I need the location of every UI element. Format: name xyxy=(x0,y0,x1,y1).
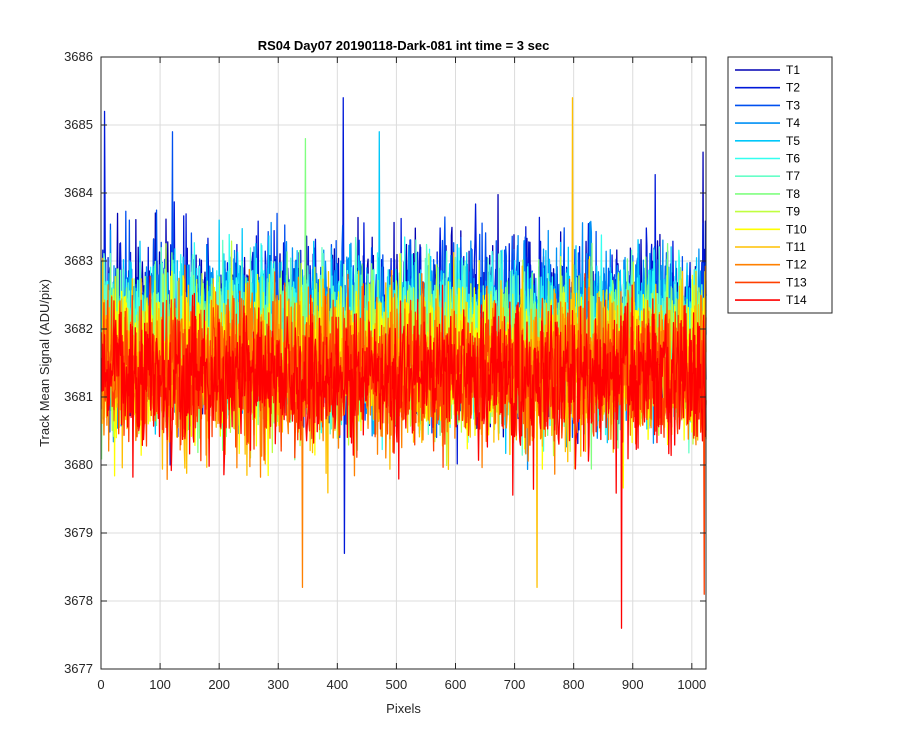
legend-box xyxy=(727,56,833,314)
x-tick-label: 700 xyxy=(504,677,526,692)
x-tick-label: 200 xyxy=(208,677,230,692)
legend-label-t5: T5 xyxy=(786,134,800,148)
y-tick-label: 3685 xyxy=(64,117,93,132)
x-tick-label: 1000 xyxy=(677,677,706,692)
legend-label-t4: T4 xyxy=(786,116,800,130)
y-tick-label: 3682 xyxy=(64,321,93,336)
x-tick-label: 600 xyxy=(445,677,467,692)
legend-label-t2: T2 xyxy=(786,81,800,95)
axis-ticks xyxy=(100,56,706,670)
y-tick-label: 3683 xyxy=(64,253,93,268)
y-tick-label: 3678 xyxy=(64,593,93,608)
tick-labels: 0 100 200 300 400 500 600 700 800 900 1000 3677 3678… xyxy=(64,49,706,692)
legend-label-t7: T7 xyxy=(786,169,800,183)
legend-label-t3: T3 xyxy=(786,98,800,112)
series-line-t14 xyxy=(100,275,707,629)
y-tick-label: 3677 xyxy=(64,661,93,676)
y-tick-label: 3679 xyxy=(64,525,93,540)
legend-label-t1: T1 xyxy=(786,63,800,77)
x-tick-label: 100 xyxy=(149,677,171,692)
legend-label-t9: T9 xyxy=(786,205,800,219)
x-tick-label: 800 xyxy=(563,677,585,692)
legend-label-t11: T11 xyxy=(786,240,806,254)
y-tick-label: 3684 xyxy=(64,185,93,200)
legend-label-t13: T13 xyxy=(786,275,807,289)
y-tick-label: 3681 xyxy=(64,389,93,404)
x-tick-label: 400 xyxy=(326,677,348,692)
legend-label-t8: T8 xyxy=(786,187,800,201)
legend-label-t14: T14 xyxy=(786,293,807,307)
x-tick-label: 300 xyxy=(267,677,289,692)
y-tick-label: 3686 xyxy=(64,49,93,64)
legend: T1 T2 T3 T4 T5 T6 T7 T8 T9 T10 T11 T12 T13 T14 xyxy=(727,56,833,314)
plot-frame xyxy=(100,56,707,670)
x-tick-label: 0 xyxy=(97,677,104,692)
x-tick-label: 500 xyxy=(386,677,408,692)
plot-area xyxy=(100,97,707,629)
y-axis-label: Track Mean Signal (ADU/pix) xyxy=(37,279,52,447)
x-axis-label: Pixels xyxy=(386,701,421,716)
x-tick-label: 900 xyxy=(622,677,644,692)
legend-label-t6: T6 xyxy=(786,152,800,166)
series-line-t13 xyxy=(100,273,707,595)
legend-label-t10: T10 xyxy=(786,222,807,236)
legend-label-t12: T12 xyxy=(786,258,807,272)
y-tick-label: 3680 xyxy=(64,457,93,472)
chart-title: RS04 Day07 20190118-Dark-081 int time = … xyxy=(258,38,550,53)
